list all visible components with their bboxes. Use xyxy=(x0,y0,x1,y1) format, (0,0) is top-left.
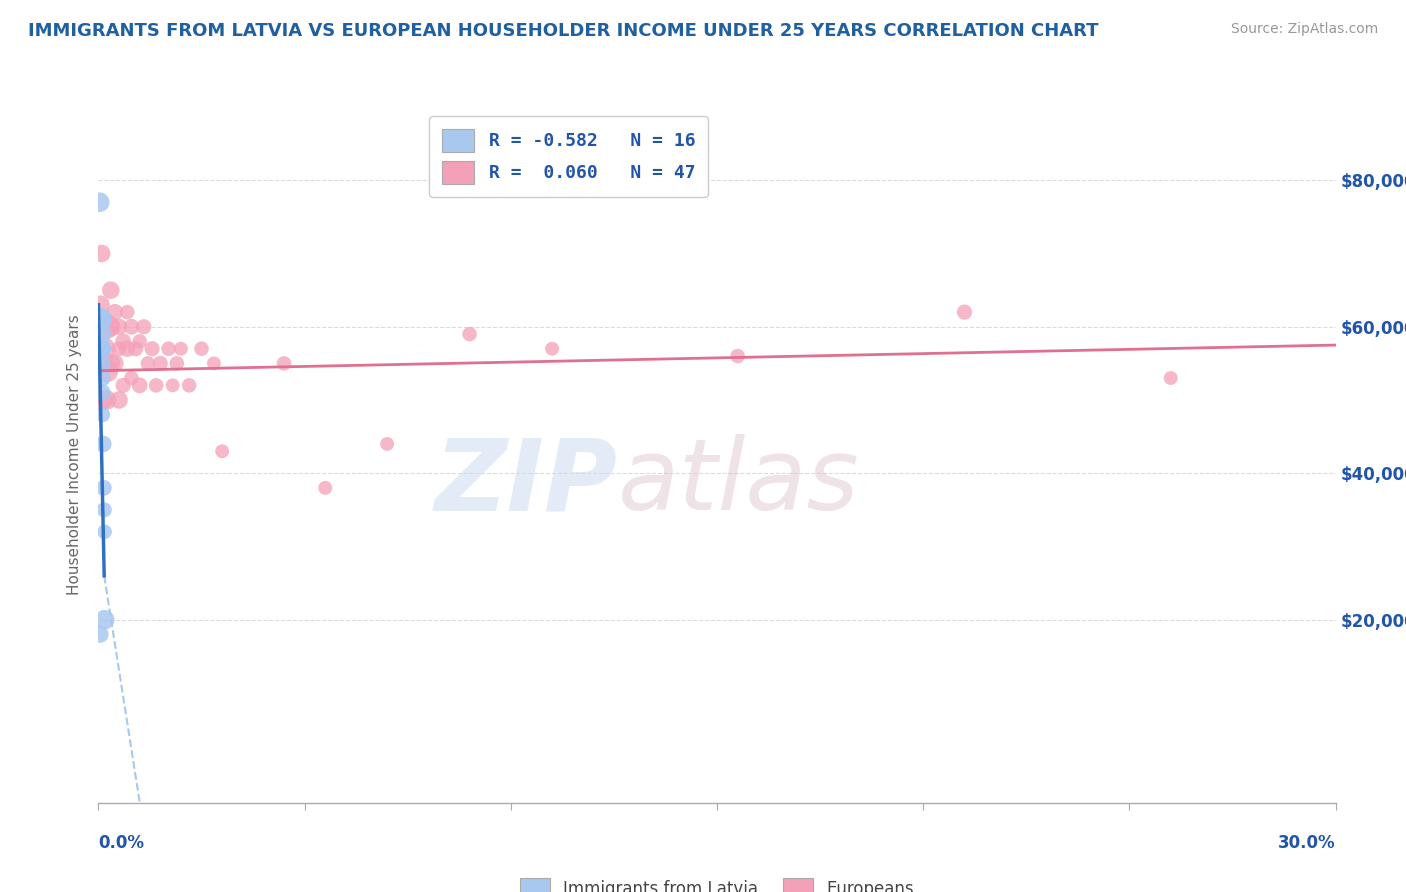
Point xyxy=(89,195,111,210)
Point xyxy=(128,378,150,392)
Point xyxy=(100,356,122,370)
Point xyxy=(91,385,114,400)
Point xyxy=(90,356,112,370)
Point xyxy=(117,342,139,356)
Point xyxy=(108,319,131,334)
Point xyxy=(1160,371,1182,385)
Point xyxy=(93,342,115,356)
Point xyxy=(314,481,336,495)
Point xyxy=(157,342,180,356)
Point xyxy=(93,613,115,627)
Point xyxy=(89,312,111,326)
Point xyxy=(100,319,122,334)
Point xyxy=(112,378,135,392)
Point xyxy=(91,342,114,356)
Point xyxy=(136,356,159,370)
Point xyxy=(91,408,114,422)
Point xyxy=(90,246,112,260)
Point xyxy=(273,356,295,370)
Legend: Immigrants from Latvia, Europeans: Immigrants from Latvia, Europeans xyxy=(513,871,921,892)
Point xyxy=(90,342,112,356)
Point xyxy=(108,342,131,356)
Point xyxy=(89,356,111,370)
Point xyxy=(132,319,155,334)
Point xyxy=(190,342,212,356)
Point xyxy=(117,305,139,319)
Point xyxy=(89,327,111,342)
Point xyxy=(375,437,398,451)
Point xyxy=(91,342,114,356)
Point xyxy=(100,283,122,297)
Point xyxy=(202,356,225,370)
Point xyxy=(149,356,172,370)
Point xyxy=(211,444,233,458)
Point xyxy=(166,356,188,370)
Point xyxy=(90,371,112,385)
Point xyxy=(179,378,201,392)
Point xyxy=(458,327,481,342)
Point xyxy=(953,305,976,319)
Point xyxy=(91,392,114,407)
Point xyxy=(141,342,163,356)
Point xyxy=(112,334,135,349)
Point xyxy=(162,378,184,392)
Text: IMMIGRANTS FROM LATVIA VS EUROPEAN HOUSEHOLDER INCOME UNDER 25 YEARS CORRELATION: IMMIGRANTS FROM LATVIA VS EUROPEAN HOUSE… xyxy=(28,22,1098,40)
Text: 30.0%: 30.0% xyxy=(1278,834,1336,852)
Point xyxy=(93,437,115,451)
Point xyxy=(93,481,115,495)
Point xyxy=(124,342,146,356)
Point xyxy=(96,392,118,407)
Text: Source: ZipAtlas.com: Source: ZipAtlas.com xyxy=(1230,22,1378,37)
Point xyxy=(89,298,111,312)
Text: ZIP: ZIP xyxy=(434,434,619,532)
Point xyxy=(128,334,150,349)
Point xyxy=(93,503,115,517)
Point xyxy=(96,364,118,378)
Point xyxy=(541,342,564,356)
Point xyxy=(120,371,142,385)
Point xyxy=(96,319,118,334)
Y-axis label: Householder Income Under 25 years: Householder Income Under 25 years xyxy=(67,315,83,595)
Point xyxy=(89,312,111,326)
Point xyxy=(93,524,115,539)
Text: 0.0%: 0.0% xyxy=(98,834,145,852)
Point xyxy=(104,356,127,370)
Point xyxy=(727,349,749,363)
Point xyxy=(170,342,193,356)
Point xyxy=(120,319,142,334)
Point xyxy=(108,392,131,407)
Point xyxy=(145,378,167,392)
Text: atlas: atlas xyxy=(619,434,859,532)
Point xyxy=(104,305,127,319)
Point xyxy=(89,627,111,641)
